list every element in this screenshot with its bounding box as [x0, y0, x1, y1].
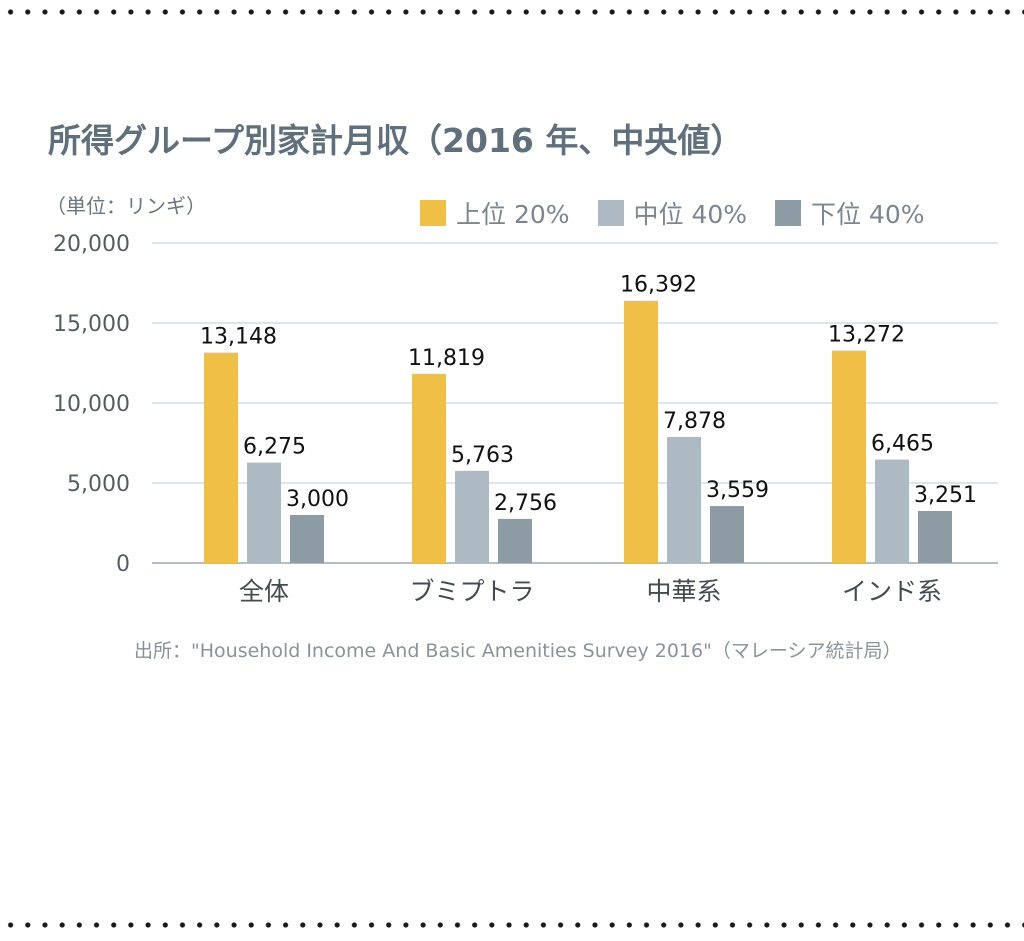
bar	[455, 470, 489, 563]
y-tick-label: 15,000	[53, 312, 130, 337]
bar	[624, 300, 658, 563]
bar	[290, 515, 324, 563]
bar	[412, 373, 446, 563]
legend: 上位 20% 中位 40% 下位 40%	[420, 195, 925, 231]
bar	[498, 518, 532, 563]
data-label: 13,272	[828, 323, 905, 348]
data-label: 7,878	[663, 409, 726, 434]
legend-item-middle40: 中位 40%	[597, 195, 748, 231]
bar	[875, 459, 909, 563]
x-tick-label: ブミプトラ	[409, 577, 534, 606]
x-tick-label: 全体	[239, 577, 289, 606]
x-tick-label: インド系	[842, 577, 942, 606]
chart-title: 所得グループ別家計月収（2016 年、中央値）	[48, 121, 744, 160]
legend-item-bottom40: 下位 40%	[775, 195, 925, 231]
legend-label-bottom40: 下位 40%	[811, 200, 925, 229]
data-label: 11,819	[408, 346, 485, 371]
legend-swatch-bottom40	[775, 200, 802, 226]
bar	[832, 350, 866, 563]
data-label: 3,000	[286, 487, 349, 512]
data-label: 16,392	[620, 273, 697, 298]
data-label: 2,756	[494, 491, 557, 516]
data-label: 5,763	[451, 443, 514, 468]
bar	[918, 510, 952, 563]
bar	[667, 436, 701, 563]
legend-item-top20: 上位 20%	[420, 195, 570, 231]
top-dotted-border	[0, 8, 1024, 16]
y-tick-label: 5,000	[67, 472, 130, 497]
y-tick-label: 10,000	[53, 392, 130, 417]
bar	[204, 352, 238, 563]
legend-label-top20: 上位 20%	[456, 200, 570, 229]
data-label: 13,148	[200, 325, 277, 350]
bar	[710, 506, 744, 563]
bottom-dotted-border	[0, 921, 1024, 929]
y-tick-label: 0	[116, 552, 130, 577]
y-tick-label: 20,000	[53, 232, 130, 257]
data-label: 6,465	[871, 432, 934, 457]
data-label: 3,559	[706, 478, 769, 503]
legend-swatch-top20	[420, 200, 446, 226]
source-note: 出所："Household Income And Basic Amenities…	[134, 640, 902, 662]
bar	[247, 462, 281, 563]
unit-label: （単位：リンギ）	[46, 194, 206, 218]
legend-swatch-middle40	[597, 200, 624, 226]
legend-label-middle40: 中位 40%	[633, 200, 748, 229]
x-tick-label: 中華系	[646, 577, 721, 606]
data-label: 3,251	[914, 483, 977, 508]
data-label: 6,275	[243, 435, 306, 460]
